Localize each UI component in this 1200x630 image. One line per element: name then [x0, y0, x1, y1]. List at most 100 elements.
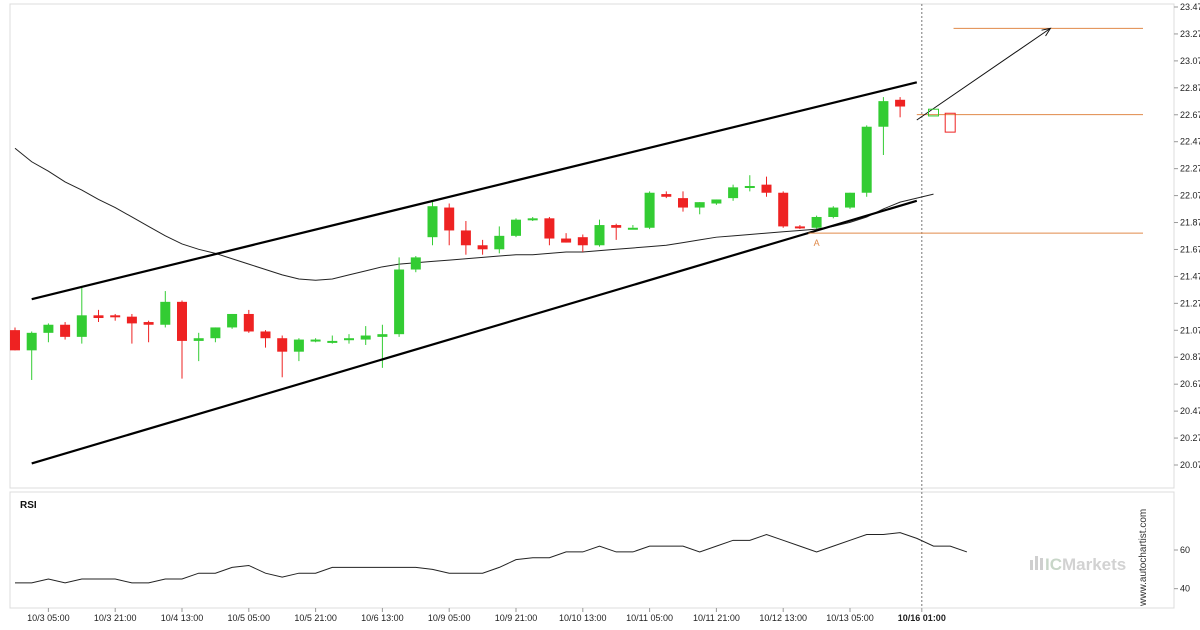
- svg-text:ICMarkets: ICMarkets: [1045, 555, 1126, 574]
- brand-ic: IC: [1045, 555, 1062, 574]
- candle-up: [160, 291, 171, 328]
- rsi-tick-label: 40: [1180, 584, 1190, 594]
- candle-down: [143, 320, 154, 343]
- forecast-candle: [928, 108, 939, 117]
- price-tick-label: 21.6788: [1180, 244, 1200, 254]
- candle-body: [110, 315, 121, 318]
- time-tick-label: 10/3 21:00: [94, 613, 137, 623]
- candle-up: [360, 326, 371, 345]
- candle-body: [828, 207, 839, 217]
- time-tick-label: 10/3 05:00: [27, 613, 70, 623]
- candle-up: [410, 256, 421, 273]
- candle-body: [661, 194, 672, 197]
- candle-down: [60, 322, 71, 340]
- candle-body: [494, 235, 505, 250]
- channel-lower-line: [31, 199, 918, 465]
- candle-body: [160, 301, 171, 325]
- candle-body: [410, 257, 421, 270]
- time-tick-label: 10/10 13:00: [559, 613, 607, 623]
- candle-up: [811, 215, 822, 230]
- candle-up: [310, 338, 321, 343]
- candle-down: [277, 335, 288, 378]
- candle-up: [293, 338, 304, 362]
- price-tick-label: 23.2788: [1180, 29, 1200, 39]
- candle-up: [427, 202, 438, 246]
- candle-down: [611, 223, 622, 240]
- candle-down: [794, 225, 805, 230]
- candle-down: [10, 327, 20, 351]
- candle-body: [177, 301, 187, 341]
- candle-body: [511, 219, 521, 236]
- candle-body: [744, 185, 755, 188]
- rsi-axis: 40 60: [1174, 545, 1190, 594]
- forecast-arrow-head: [1041, 27, 1052, 37]
- candle-body: [26, 332, 37, 351]
- price-tick-label: 22.6788: [1180, 110, 1200, 120]
- candle-body: [260, 331, 271, 339]
- candle-body: [644, 192, 655, 228]
- candle-up: [511, 218, 521, 238]
- time-tick-label: 10/5 05:00: [228, 613, 271, 623]
- candle-up: [26, 331, 37, 380]
- candle-down: [895, 97, 906, 118]
- candle-body: [444, 207, 455, 231]
- time-tick-label: 10/9 21:00: [495, 613, 538, 623]
- watermark-url: www.autochartist.com: [1138, 509, 1149, 607]
- candle-body: [394, 269, 405, 335]
- candle-down: [661, 191, 672, 199]
- candle-up: [227, 313, 238, 329]
- time-tick-label: 10/16 01:00: [898, 613, 946, 623]
- candle-body: [694, 202, 705, 208]
- forecast-arrow-line: [916, 27, 1051, 121]
- price-tick-label: 22.4788: [1180, 137, 1200, 147]
- candle-up: [193, 332, 204, 362]
- candle-body: [460, 230, 471, 246]
- price-tick-label: 20.0788: [1180, 460, 1200, 470]
- candle-body: [594, 225, 605, 246]
- candle-up: [878, 97, 889, 156]
- brand-logo: ICMarkets: [1030, 555, 1126, 574]
- candle-body: [377, 334, 388, 337]
- candle-up: [394, 257, 405, 337]
- candle-body: [878, 101, 889, 127]
- price-tick-label: 23.0788: [1180, 56, 1200, 66]
- candle-body: [811, 216, 822, 228]
- rsi-series: [15, 532, 968, 584]
- time-tick-label: 10/13 05:00: [826, 613, 874, 623]
- price-tick-label: 20.6788: [1180, 379, 1200, 389]
- time-tick-label: 10/9 05:00: [428, 613, 471, 623]
- candle-body: [227, 313, 238, 328]
- candle-up: [694, 202, 705, 215]
- candle-body: [861, 126, 872, 193]
- candle-up: [828, 206, 839, 219]
- time-axis: 10/3 05:00 10/3 21:00 10/4 13:00 10/5 05:00…: [27, 608, 946, 623]
- candle-body: [611, 225, 622, 228]
- candle-body: [10, 330, 20, 351]
- candlestick-series: [10, 97, 906, 380]
- candle-body: [761, 184, 772, 193]
- candle-body: [43, 324, 54, 333]
- candle-body: [344, 338, 354, 341]
- candle-down: [444, 203, 455, 246]
- candle-up: [377, 324, 388, 368]
- candle-body: [126, 316, 137, 324]
- candle-body: [778, 192, 789, 227]
- candle-body: [193, 338, 204, 341]
- candle-up: [845, 192, 855, 209]
- price-tick-label: 22.2788: [1180, 164, 1200, 174]
- candle-up: [594, 219, 605, 247]
- candle-down: [126, 313, 137, 344]
- candle-body: [360, 335, 371, 340]
- candle-body: [76, 315, 87, 337]
- candle-body: [527, 218, 538, 221]
- candle-down: [177, 300, 187, 379]
- price-tick-label: 20.4788: [1180, 406, 1200, 416]
- candle-body: [678, 198, 688, 208]
- candle-body: [293, 339, 304, 352]
- price-tick-label: 21.4788: [1180, 271, 1200, 281]
- time-tick-label: 10/4 13:00: [161, 613, 204, 623]
- time-tick-label: 10/6 13:00: [361, 613, 404, 623]
- candle-body: [427, 206, 438, 238]
